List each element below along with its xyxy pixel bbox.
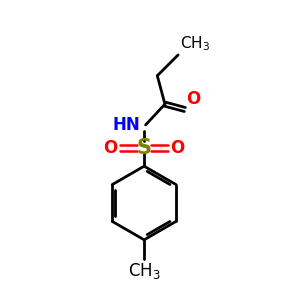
- Text: CH$_3$: CH$_3$: [128, 261, 160, 281]
- Text: CH$_3$: CH$_3$: [181, 35, 211, 53]
- Text: HN: HN: [113, 116, 141, 134]
- Text: O: O: [103, 139, 118, 157]
- Text: O: O: [171, 139, 185, 157]
- Text: S: S: [136, 138, 152, 158]
- Text: O: O: [186, 90, 201, 108]
